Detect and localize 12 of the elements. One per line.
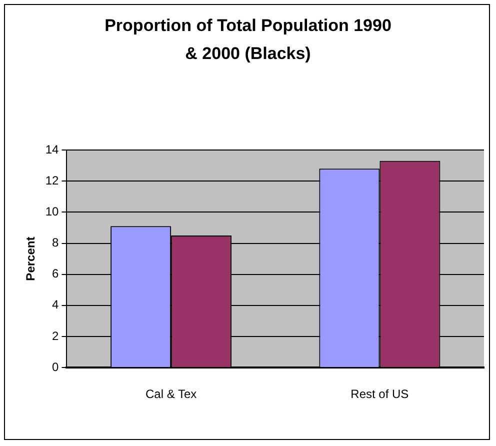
y-tick-label: 8 [52,236,60,250]
y-tick-label: 2 [52,328,60,343]
y-tick-label: 0 [52,360,60,374]
y-tick-label: 6 [52,266,60,281]
x-tick-label: Cal & Tex [145,387,197,402]
chart-title: Proportion of Total Population 1990 & 2000 (Blacks) [104,15,392,65]
y-tick-label: 10 [45,204,60,218]
y-tick-label: 14 [45,142,60,156]
y-tick-label: 4 [52,298,60,312]
y-axis-title: Percent [24,236,38,281]
x-tick-label: Rest of US [350,387,409,402]
y-tick-label: 12 [45,173,60,188]
